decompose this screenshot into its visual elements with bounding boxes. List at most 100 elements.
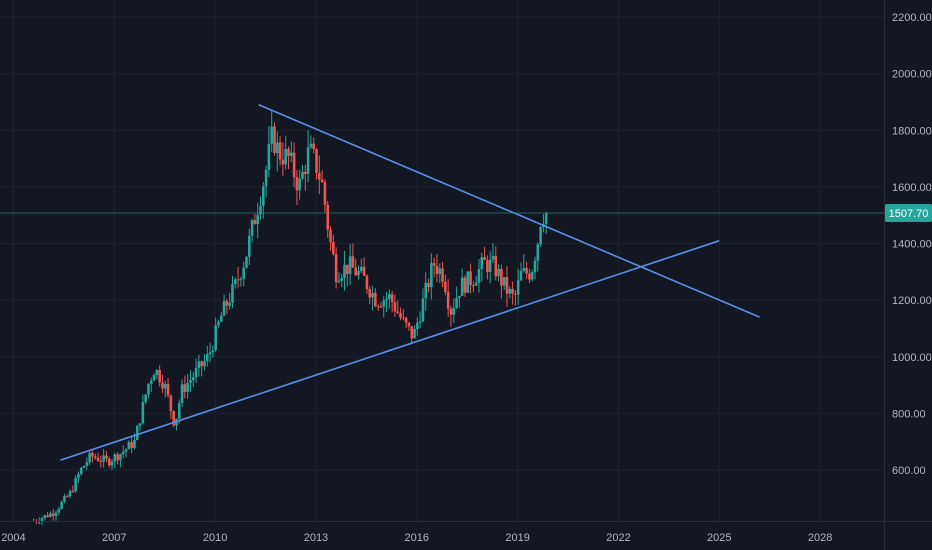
candle-body [169, 395, 173, 412]
candle-body [68, 491, 72, 497]
candle-body [463, 277, 467, 293]
y-tick-label: 1800.00 [892, 125, 932, 137]
candle-body [180, 384, 184, 403]
candle-body [418, 321, 422, 323]
candle-body [191, 377, 195, 381]
candle-body [491, 256, 495, 260]
candle-body [430, 263, 433, 288]
candle-body [329, 229, 332, 242]
candle-body [54, 512, 58, 516]
candle-body [337, 280, 341, 283]
candle-body [225, 301, 229, 306]
candle-body [502, 277, 506, 286]
candle-body [320, 179, 324, 183]
candle-body [494, 256, 498, 277]
candle-body [105, 455, 108, 459]
candle-body [533, 260, 537, 273]
candle-body [99, 461, 103, 463]
candle-body [458, 296, 461, 298]
candle-body [40, 518, 44, 522]
candle-body [309, 143, 313, 148]
y-tick-label: 2000.00 [892, 69, 932, 81]
candle-body [343, 264, 346, 279]
candle-body [177, 402, 181, 419]
last-price-label: 1507.70 [889, 208, 929, 220]
candle-body [273, 126, 276, 154]
candle-body [544, 213, 548, 224]
candle-body [233, 279, 237, 284]
y-tick-label: 800.00 [892, 408, 926, 420]
candle-body [360, 266, 363, 272]
candle-body [477, 269, 481, 283]
candle-body [119, 454, 122, 461]
candle-body [172, 411, 175, 426]
trendline-resistance[interactable] [258, 104, 760, 318]
candle-body [267, 143, 271, 170]
candle-body [43, 515, 47, 519]
candle-body [480, 257, 484, 270]
candle-body [390, 294, 394, 303]
candle-body [242, 267, 245, 279]
candle-body [239, 278, 243, 280]
candle-body [407, 322, 411, 327]
candle-body [530, 272, 534, 280]
candle-body [388, 294, 391, 299]
candle-body [102, 455, 105, 462]
x-tick-label: 2004 [1, 532, 25, 544]
y-tick-label: 1600.00 [892, 182, 932, 194]
candle-body [466, 271, 470, 293]
candle-body [138, 423, 142, 427]
candle-body [371, 292, 374, 298]
candle-body [46, 515, 49, 517]
candle-body [519, 270, 523, 281]
candle-body [222, 301, 226, 316]
candle-body [460, 277, 464, 297]
candle-body [441, 268, 444, 282]
candle-body [500, 268, 503, 286]
candle-body [351, 256, 355, 268]
candle-body [511, 288, 514, 294]
candle-body [301, 171, 304, 179]
y-tick-label: 1400.00 [892, 239, 932, 251]
candle-body [205, 354, 209, 361]
candle-body [528, 273, 531, 280]
candle-body [427, 282, 430, 288]
candle-body [522, 267, 526, 271]
trendline-support[interactable] [60, 239, 720, 461]
candle-body [346, 264, 349, 275]
candle-body [91, 452, 94, 457]
candle-body [362, 266, 366, 276]
candle-body [315, 149, 318, 173]
candle-body [253, 220, 257, 225]
candle-body [231, 283, 234, 303]
candle-body [149, 380, 153, 384]
y-tick-label: 1200.00 [892, 295, 932, 307]
candle-body [514, 293, 517, 295]
candle-body [214, 325, 217, 351]
candle-body [539, 227, 542, 245]
candle-body [404, 317, 408, 323]
candle-body [348, 256, 352, 275]
candle-body [312, 143, 316, 150]
candle-body [340, 278, 344, 281]
x-tick-label: 2013 [304, 532, 328, 544]
candle-body [183, 384, 187, 392]
candle-body [121, 451, 125, 455]
candle-body [525, 267, 528, 274]
candle-body [264, 169, 268, 187]
candle-body [432, 263, 436, 266]
candle-body [290, 152, 293, 156]
candle-body [77, 474, 80, 478]
candle-body [261, 186, 265, 206]
candle-body [130, 442, 133, 448]
candle-body [413, 328, 416, 339]
candle-body [189, 380, 192, 383]
candle-body [155, 370, 159, 376]
candle-body [365, 275, 369, 290]
candle-body [200, 361, 203, 367]
candle-body [217, 321, 220, 326]
candle-body [486, 259, 489, 273]
candle-body [135, 426, 139, 440]
